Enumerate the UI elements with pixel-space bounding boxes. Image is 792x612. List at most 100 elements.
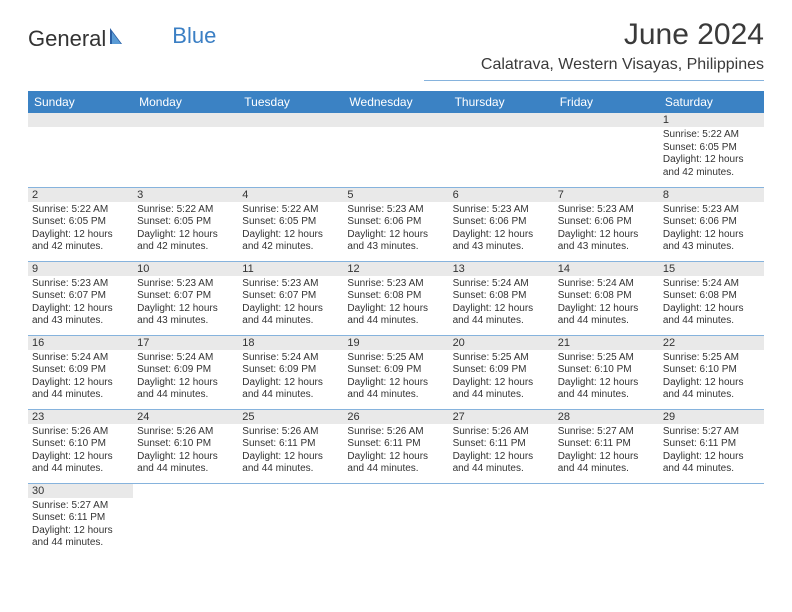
calendar-cell: 25 Sunrise: 5:26 AMSunset: 6:11 PMDayligh… bbox=[238, 409, 343, 483]
sunrise-text: Sunrise: 5:27 AM bbox=[663, 426, 760, 439]
cell-body: Sunrise: 5:26 AMSunset: 6:11 PMDaylight:… bbox=[449, 424, 554, 478]
sunset-text: Sunset: 6:05 PM bbox=[32, 216, 129, 229]
calendar-cell bbox=[449, 483, 554, 557]
calendar-cell: 18Sunrise: 5:24 AMSunset: 6:09 PMDayligh… bbox=[238, 335, 343, 409]
sunrise-text: Sunrise: 5:24 AM bbox=[32, 352, 129, 365]
sunrise-text: Sunrise: 5:26 AM bbox=[242, 426, 339, 439]
calendar-cell bbox=[133, 483, 238, 557]
day-number-empty bbox=[133, 113, 238, 127]
day-number: 25 bbox=[238, 410, 343, 424]
calendar-week: 1Sunrise: 5:22 AMSunset: 6:05 PMDaylight… bbox=[28, 113, 764, 187]
sunrise-text: Sunrise: 5:23 AM bbox=[242, 278, 339, 291]
daylight-text: Daylight: 12 hours and 44 minutes. bbox=[663, 303, 760, 328]
sunrise-text: Sunrise: 5:24 AM bbox=[242, 352, 339, 365]
sunset-text: Sunset: 6:05 PM bbox=[242, 216, 339, 229]
day-number-empty bbox=[343, 113, 448, 127]
logo-sail-icon bbox=[108, 26, 130, 52]
sunrise-text: Sunrise: 5:22 AM bbox=[32, 204, 129, 217]
cell-body: Sunrise: 5:27 AMSunset: 6:11 PMDaylight:… bbox=[659, 424, 764, 478]
day-number: 8 bbox=[659, 188, 764, 202]
daylight-text: Daylight: 12 hours and 44 minutes. bbox=[242, 451, 339, 476]
sunset-text: Sunset: 6:08 PM bbox=[347, 290, 444, 303]
day-number: 10 bbox=[133, 262, 238, 276]
cell-body: Sunrise: 5:24 AMSunset: 6:08 PMDaylight:… bbox=[449, 276, 554, 330]
cell-body: Sunrise: 5:24 AMSunset: 6:09 PMDaylight:… bbox=[238, 350, 343, 404]
day-number-empty bbox=[28, 113, 133, 127]
sunrise-text: Sunrise: 5:22 AM bbox=[663, 129, 760, 142]
sunrise-text: Sunrise: 5:23 AM bbox=[663, 204, 760, 217]
month-title: June 2024 bbox=[424, 18, 764, 52]
sunset-text: Sunset: 6:05 PM bbox=[137, 216, 234, 229]
calendar-cell: 21Sunrise: 5:25 AMSunset: 6:10 PMDayligh… bbox=[554, 335, 659, 409]
sunrise-text: Sunrise: 5:25 AM bbox=[347, 352, 444, 365]
cell-body: Sunrise: 5:23 AMSunset: 6:07 PMDaylight:… bbox=[28, 276, 133, 330]
calendar-cell: 11Sunrise: 5:23 AMSunset: 6:07 PMDayligh… bbox=[238, 261, 343, 335]
cell-body: Sunrise: 5:23 AMSunset: 6:07 PMDaylight:… bbox=[238, 276, 343, 330]
cell-body: Sunrise: 5:23 AMSunset: 6:08 PMDaylight:… bbox=[343, 276, 448, 330]
daylight-text: Daylight: 12 hours and 43 minutes. bbox=[453, 229, 550, 254]
sunset-text: Sunset: 6:06 PM bbox=[558, 216, 655, 229]
sunrise-text: Sunrise: 5:23 AM bbox=[137, 278, 234, 291]
day-header-row: SundayMondayTuesdayWednesdayThursdayFrid… bbox=[28, 91, 764, 113]
daylight-text: Daylight: 12 hours and 44 minutes. bbox=[453, 303, 550, 328]
daylight-text: Daylight: 12 hours and 43 minutes. bbox=[347, 229, 444, 254]
daylight-text: Daylight: 12 hours and 43 minutes. bbox=[32, 303, 129, 328]
calendar-cell bbox=[238, 113, 343, 187]
sunset-text: Sunset: 6:05 PM bbox=[663, 142, 760, 155]
calendar-cell bbox=[659, 483, 764, 557]
cell-body: Sunrise: 5:25 AMSunset: 6:10 PMDaylight:… bbox=[659, 350, 764, 404]
calendar-cell: 30Sunrise: 5:27 AMSunset: 6:11 PMDayligh… bbox=[28, 483, 133, 557]
day-number: 6 bbox=[449, 188, 554, 202]
daylight-text: Daylight: 12 hours and 44 minutes. bbox=[453, 451, 550, 476]
sunrise-text: Sunrise: 5:24 AM bbox=[558, 278, 655, 291]
sunset-text: Sunset: 6:11 PM bbox=[242, 438, 339, 451]
sunrise-text: Sunrise: 5:25 AM bbox=[663, 352, 760, 365]
calendar-week: 9Sunrise: 5:23 AMSunset: 6:07 PMDaylight… bbox=[28, 261, 764, 335]
logo-text-general: General bbox=[28, 26, 106, 52]
calendar-cell: 12Sunrise: 5:23 AMSunset: 6:08 PMDayligh… bbox=[343, 261, 448, 335]
daylight-text: Daylight: 12 hours and 44 minutes. bbox=[558, 303, 655, 328]
calendar-cell: 6Sunrise: 5:23 AMSunset: 6:06 PMDaylight… bbox=[449, 187, 554, 261]
day-number: 24 bbox=[133, 410, 238, 424]
cell-body: Sunrise: 5:27 AMSunset: 6:11 PMDaylight:… bbox=[28, 498, 133, 552]
sunset-text: Sunset: 6:11 PM bbox=[558, 438, 655, 451]
daylight-text: Daylight: 12 hours and 44 minutes. bbox=[663, 451, 760, 476]
calendar-cell: 24Sunrise: 5:26 AMSunset: 6:10 PMDayligh… bbox=[133, 409, 238, 483]
daylight-text: Daylight: 12 hours and 44 minutes. bbox=[347, 303, 444, 328]
daylight-text: Daylight: 12 hours and 43 minutes. bbox=[558, 229, 655, 254]
sunrise-text: Sunrise: 5:26 AM bbox=[137, 426, 234, 439]
daylight-text: Daylight: 12 hours and 44 minutes. bbox=[347, 377, 444, 402]
sunrise-text: Sunrise: 5:24 AM bbox=[453, 278, 550, 291]
calendar-cell: 22Sunrise: 5:25 AMSunset: 6:10 PMDayligh… bbox=[659, 335, 764, 409]
daylight-text: Daylight: 12 hours and 44 minutes. bbox=[32, 377, 129, 402]
day-header: Wednesday bbox=[343, 91, 448, 113]
calendar-cell: 5Sunrise: 5:23 AMSunset: 6:06 PMDaylight… bbox=[343, 187, 448, 261]
calendar-cell: 13Sunrise: 5:24 AMSunset: 6:08 PMDayligh… bbox=[449, 261, 554, 335]
cell-body: Sunrise: 5:23 AMSunset: 6:06 PMDaylight:… bbox=[659, 202, 764, 256]
cell-body: Sunrise: 5:27 AMSunset: 6:11 PMDaylight:… bbox=[554, 424, 659, 478]
day-header: Friday bbox=[554, 91, 659, 113]
day-number: 13 bbox=[449, 262, 554, 276]
day-header: Sunday bbox=[28, 91, 133, 113]
daylight-text: Daylight: 12 hours and 44 minutes. bbox=[32, 451, 129, 476]
sunset-text: Sunset: 6:11 PM bbox=[347, 438, 444, 451]
sunset-text: Sunset: 6:11 PM bbox=[663, 438, 760, 451]
sunrise-text: Sunrise: 5:24 AM bbox=[137, 352, 234, 365]
sunset-text: Sunset: 6:10 PM bbox=[558, 364, 655, 377]
calendar-week: 30Sunrise: 5:27 AMSunset: 6:11 PMDayligh… bbox=[28, 483, 764, 557]
day-number: 19 bbox=[343, 336, 448, 350]
sunrise-text: Sunrise: 5:22 AM bbox=[137, 204, 234, 217]
cell-body: Sunrise: 5:23 AMSunset: 6:07 PMDaylight:… bbox=[133, 276, 238, 330]
cell-body: Sunrise: 5:24 AMSunset: 6:08 PMDaylight:… bbox=[554, 276, 659, 330]
calendar-cell: 14Sunrise: 5:24 AMSunset: 6:08 PMDayligh… bbox=[554, 261, 659, 335]
daylight-text: Daylight: 12 hours and 44 minutes. bbox=[663, 377, 760, 402]
day-number: 3 bbox=[133, 188, 238, 202]
calendar-cell bbox=[238, 483, 343, 557]
day-number: 5 bbox=[343, 188, 448, 202]
calendar-body: 1Sunrise: 5:22 AMSunset: 6:05 PMDaylight… bbox=[28, 113, 764, 557]
calendar-week: 16Sunrise: 5:24 AMSunset: 6:09 PMDayligh… bbox=[28, 335, 764, 409]
sunrise-text: Sunrise: 5:26 AM bbox=[32, 426, 129, 439]
calendar-week: 23Sunrise: 5:26 AMSunset: 6:10 PMDayligh… bbox=[28, 409, 764, 483]
day-number: 12 bbox=[343, 262, 448, 276]
cell-body: Sunrise: 5:23 AMSunset: 6:06 PMDaylight:… bbox=[343, 202, 448, 256]
